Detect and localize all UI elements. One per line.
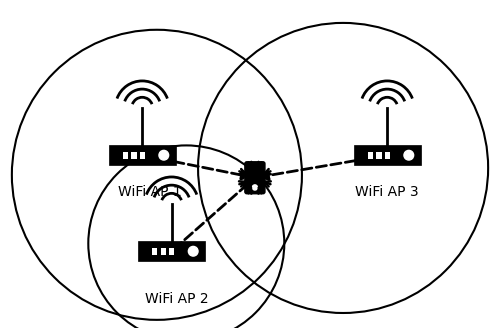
Bar bbox=[140, 152, 145, 159]
Circle shape bbox=[159, 150, 168, 160]
Bar bbox=[152, 248, 158, 255]
Bar bbox=[123, 152, 128, 159]
Bar bbox=[368, 152, 373, 159]
Bar bbox=[138, 241, 205, 261]
Circle shape bbox=[252, 185, 258, 190]
FancyBboxPatch shape bbox=[245, 162, 265, 194]
Circle shape bbox=[404, 150, 413, 160]
Bar bbox=[169, 248, 174, 255]
Text: WiFi AP 3: WiFi AP 3 bbox=[356, 185, 419, 199]
Text: WiFi AP 2: WiFi AP 2 bbox=[144, 292, 208, 307]
Bar bbox=[384, 152, 390, 159]
Bar bbox=[376, 152, 382, 159]
Bar bbox=[161, 248, 166, 255]
Bar bbox=[108, 145, 176, 166]
Bar bbox=[354, 145, 420, 166]
Text: WiFi AP 1: WiFi AP 1 bbox=[118, 185, 182, 199]
Bar bbox=[132, 152, 136, 159]
Circle shape bbox=[188, 246, 198, 256]
